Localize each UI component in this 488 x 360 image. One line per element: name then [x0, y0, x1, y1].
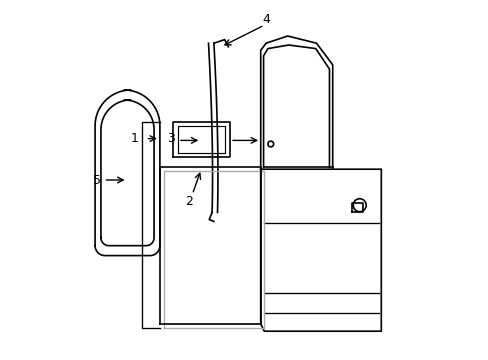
- Text: 4: 4: [262, 13, 269, 26]
- Text: 1: 1: [130, 132, 139, 145]
- Text: 2: 2: [184, 195, 192, 208]
- Text: 5: 5: [93, 174, 101, 186]
- Text: 3: 3: [166, 132, 174, 145]
